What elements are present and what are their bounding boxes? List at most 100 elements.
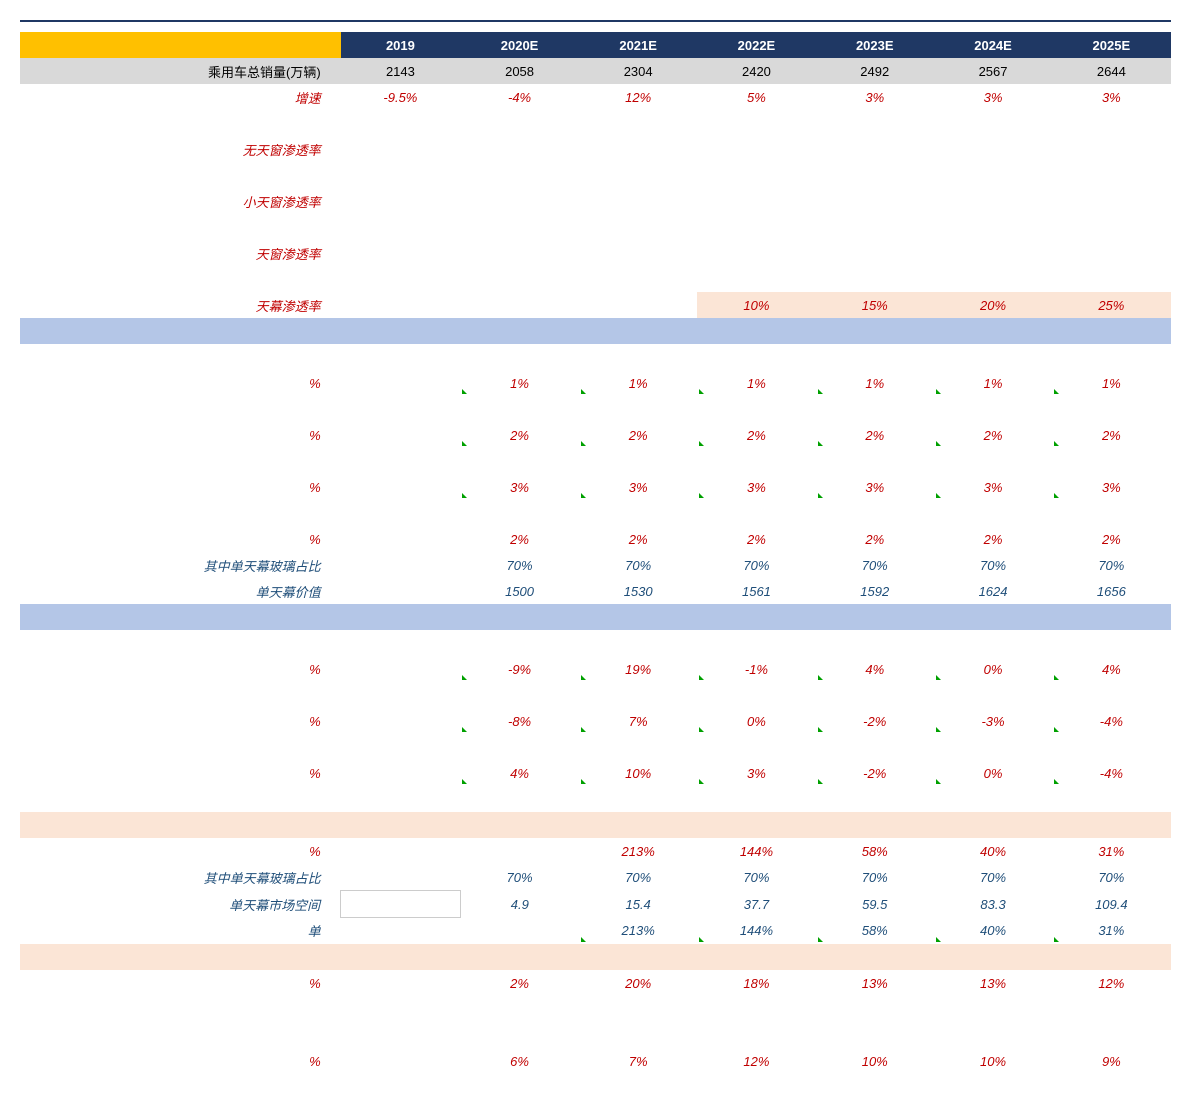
data-cell	[697, 630, 815, 656]
data-cell: 18%	[697, 970, 815, 996]
data-cell	[934, 630, 1052, 656]
data-cell	[341, 812, 460, 838]
data-cell	[934, 500, 1052, 526]
row-label	[20, 318, 341, 344]
data-cell	[697, 448, 815, 474]
data-cell	[579, 734, 697, 760]
data-cell	[341, 708, 460, 734]
data-cell: 3%	[579, 474, 697, 500]
table-row	[20, 1022, 1171, 1048]
table-row: 单213%144%58%40%31%	[20, 918, 1171, 945]
data-cell	[816, 396, 934, 422]
data-cell	[341, 760, 460, 786]
table-row	[20, 214, 1171, 240]
data-cell: 70%	[934, 552, 1052, 578]
data-cell	[1052, 214, 1170, 240]
data-cell: 31%	[1052, 838, 1170, 864]
data-cell	[697, 786, 815, 812]
table-row: %3%3%3%3%3%3%	[20, 474, 1171, 500]
row-label: %	[20, 970, 341, 996]
data-cell	[697, 944, 815, 970]
data-cell	[1052, 136, 1170, 162]
data-cell	[816, 266, 934, 292]
data-cell: 0%	[697, 708, 815, 734]
data-cell: 58%	[816, 838, 934, 864]
data-cell	[697, 318, 815, 344]
table-row	[20, 682, 1171, 708]
table-row: %2%2%2%2%2%2%	[20, 526, 1171, 552]
data-cell: 70%	[816, 552, 934, 578]
table-row: 其中单天幕玻璃占比70%70%70%70%70%70%	[20, 864, 1171, 891]
row-label: 增速	[20, 84, 341, 110]
row-label: 其中单天幕玻璃占比	[20, 552, 341, 578]
data-cell: 12%	[697, 1048, 815, 1074]
data-cell	[460, 318, 579, 344]
data-cell: 40%	[934, 918, 1052, 945]
row-label: 天窗渗透率	[20, 240, 341, 266]
data-cell	[341, 110, 460, 136]
data-cell	[341, 656, 460, 682]
data-cell	[341, 526, 460, 552]
data-cell	[341, 552, 460, 578]
data-cell	[934, 240, 1052, 266]
data-cell: 3%	[816, 474, 934, 500]
row-label: 单	[20, 918, 341, 945]
data-cell: 12%	[1052, 970, 1170, 996]
data-cell: -1%	[697, 656, 815, 682]
data-cell	[341, 630, 460, 656]
data-cell	[816, 240, 934, 266]
data-cell: 2%	[697, 422, 815, 448]
data-cell: 40%	[934, 838, 1052, 864]
data-cell	[934, 344, 1052, 370]
data-cell: 59.5	[816, 891, 934, 918]
data-cell	[934, 682, 1052, 708]
row-label: 乘用车总销量(万辆)	[20, 58, 341, 84]
table-row	[20, 786, 1171, 812]
data-cell: 0%	[934, 656, 1052, 682]
data-cell	[460, 812, 579, 838]
data-cell: 70%	[579, 552, 697, 578]
col-header: 2019	[341, 32, 460, 58]
row-label	[20, 682, 341, 708]
data-cell: 2%	[934, 422, 1052, 448]
data-cell: 1%	[697, 370, 815, 396]
data-cell	[816, 500, 934, 526]
data-cell	[1052, 240, 1170, 266]
data-cell	[579, 240, 697, 266]
data-cell	[579, 344, 697, 370]
data-cell: 2%	[1052, 422, 1170, 448]
data-cell	[1052, 944, 1170, 970]
data-cell	[579, 996, 697, 1022]
data-cell	[697, 240, 815, 266]
row-label	[20, 944, 341, 970]
data-cell	[341, 734, 460, 760]
row-label	[20, 786, 341, 812]
data-cell: 58%	[816, 918, 934, 945]
data-cell	[579, 292, 697, 318]
data-cell: -4%	[1052, 760, 1170, 786]
data-cell	[460, 682, 579, 708]
data-cell: 1592	[816, 578, 934, 604]
data-cell: 70%	[1052, 552, 1170, 578]
data-cell	[341, 448, 460, 474]
data-cell	[460, 500, 579, 526]
data-cell	[579, 396, 697, 422]
data-cell	[697, 500, 815, 526]
data-cell	[579, 812, 697, 838]
row-label	[20, 812, 341, 838]
data-cell	[816, 344, 934, 370]
header-label-cell	[20, 32, 341, 58]
table-row: 其中单天幕玻璃占比70%70%70%70%70%70%	[20, 552, 1171, 578]
row-label	[20, 344, 341, 370]
data-cell: 1530	[579, 578, 697, 604]
data-cell	[934, 944, 1052, 970]
table-row	[20, 162, 1171, 188]
data-cell	[816, 604, 934, 630]
data-cell: 70%	[697, 552, 815, 578]
data-cell	[460, 396, 579, 422]
data-cell: 144%	[697, 838, 815, 864]
table-row: %1%1%1%1%1%1%	[20, 370, 1171, 396]
data-cell	[460, 734, 579, 760]
row-label	[20, 110, 341, 136]
data-cell: 70%	[460, 864, 579, 891]
